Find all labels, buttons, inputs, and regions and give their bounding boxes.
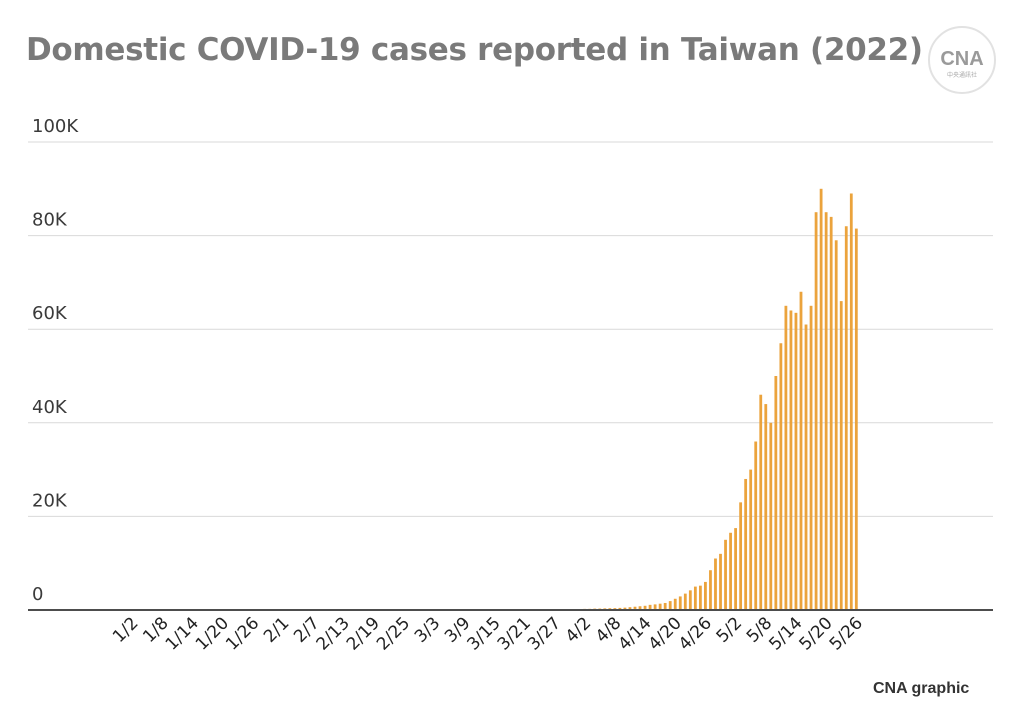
bar bbox=[804, 324, 808, 610]
y-tick-label: 0 bbox=[32, 584, 43, 605]
bar bbox=[744, 478, 748, 610]
x-tick-label: 2/13 bbox=[313, 613, 354, 654]
x-tick-label: 5/14 bbox=[765, 613, 806, 654]
bar bbox=[724, 539, 727, 610]
y-tick-label: 100K bbox=[32, 116, 79, 137]
bar bbox=[729, 532, 732, 610]
bar bbox=[754, 441, 758, 610]
bar bbox=[734, 528, 737, 610]
bar bbox=[789, 310, 793, 610]
x-tick-label: 2/25 bbox=[373, 613, 414, 654]
y-tick-label: 80K bbox=[32, 210, 68, 231]
bar bbox=[784, 305, 788, 610]
bar bbox=[739, 502, 743, 610]
bar bbox=[628, 607, 632, 610]
bar bbox=[809, 305, 813, 610]
bar bbox=[849, 193, 853, 611]
bar bbox=[673, 598, 677, 610]
x-tick-label: 5/20 bbox=[796, 613, 837, 654]
x-tick-label: 3/21 bbox=[494, 613, 535, 654]
bar bbox=[683, 593, 687, 610]
bar bbox=[668, 601, 672, 610]
bar bbox=[844, 226, 848, 611]
bar bbox=[774, 376, 778, 610]
credit-text: CNA graphic bbox=[873, 680, 970, 697]
bar bbox=[759, 394, 763, 610]
bar bbox=[704, 581, 707, 610]
y-tick-label: 20K bbox=[32, 490, 68, 511]
bar bbox=[824, 212, 828, 610]
bar bbox=[854, 228, 858, 610]
x-tick-label: 4/20 bbox=[645, 613, 686, 654]
bar bbox=[678, 596, 682, 610]
y-tick-label: 40K bbox=[32, 397, 68, 418]
y-tick-label: 60K bbox=[32, 303, 68, 324]
bar bbox=[769, 422, 773, 610]
bar bbox=[814, 212, 818, 610]
bar bbox=[633, 606, 637, 610]
x-tick-label: 4/2 bbox=[562, 613, 595, 646]
x-tick-label: 4/14 bbox=[614, 613, 655, 654]
cna-logo-icon: CNA 中央通訊社 bbox=[926, 24, 998, 96]
bar bbox=[643, 605, 647, 610]
bar bbox=[764, 404, 768, 610]
bar bbox=[839, 301, 843, 610]
x-tick-label: 2/19 bbox=[343, 613, 384, 654]
bar bbox=[794, 312, 798, 610]
x-tick-label: 1/20 bbox=[192, 613, 233, 654]
logo-subtext: 中央通訊社 bbox=[947, 71, 977, 79]
bar bbox=[663, 602, 667, 610]
bar bbox=[834, 240, 838, 610]
x-tick-label: 3/3 bbox=[411, 613, 444, 646]
bar bbox=[688, 590, 692, 610]
x-tick-label: 1/2 bbox=[109, 613, 142, 646]
bar bbox=[658, 603, 662, 610]
x-tick-label: 1/26 bbox=[222, 613, 263, 654]
bar bbox=[819, 188, 823, 611]
chart-title: Domestic COVID-19 cases reported in Taiw… bbox=[26, 32, 923, 68]
y-axis-ticks: 0 20K 40K 60K 80K 100K bbox=[32, 116, 79, 605]
x-tick-label: 5/2 bbox=[713, 613, 746, 646]
bar bbox=[749, 469, 753, 610]
bar bbox=[693, 586, 697, 610]
x-tick-label: 3/27 bbox=[524, 613, 565, 654]
gridlines bbox=[28, 141, 993, 517]
bar bbox=[638, 606, 642, 610]
x-tick-label: 2/1 bbox=[260, 613, 293, 646]
x-tick-label: 1/14 bbox=[162, 613, 203, 654]
bar bbox=[653, 604, 657, 610]
bar bbox=[648, 604, 652, 610]
x-axis-ticks: 1/21/81/141/201/262/12/72/132/192/253/33… bbox=[109, 613, 867, 654]
bar bbox=[719, 553, 722, 610]
bars bbox=[578, 188, 858, 611]
x-tick-label: 4/26 bbox=[675, 613, 716, 654]
bar bbox=[829, 216, 833, 610]
bar bbox=[799, 291, 803, 610]
bar bbox=[623, 607, 627, 610]
bar bbox=[709, 570, 712, 610]
x-tick-label: 5/26 bbox=[826, 613, 867, 654]
bar bbox=[714, 558, 717, 610]
bar bbox=[779, 343, 783, 610]
bar bbox=[618, 607, 622, 610]
logo-text: CNA bbox=[940, 48, 983, 70]
bar bbox=[698, 585, 702, 610]
x-tick-label: 3/15 bbox=[464, 613, 505, 654]
